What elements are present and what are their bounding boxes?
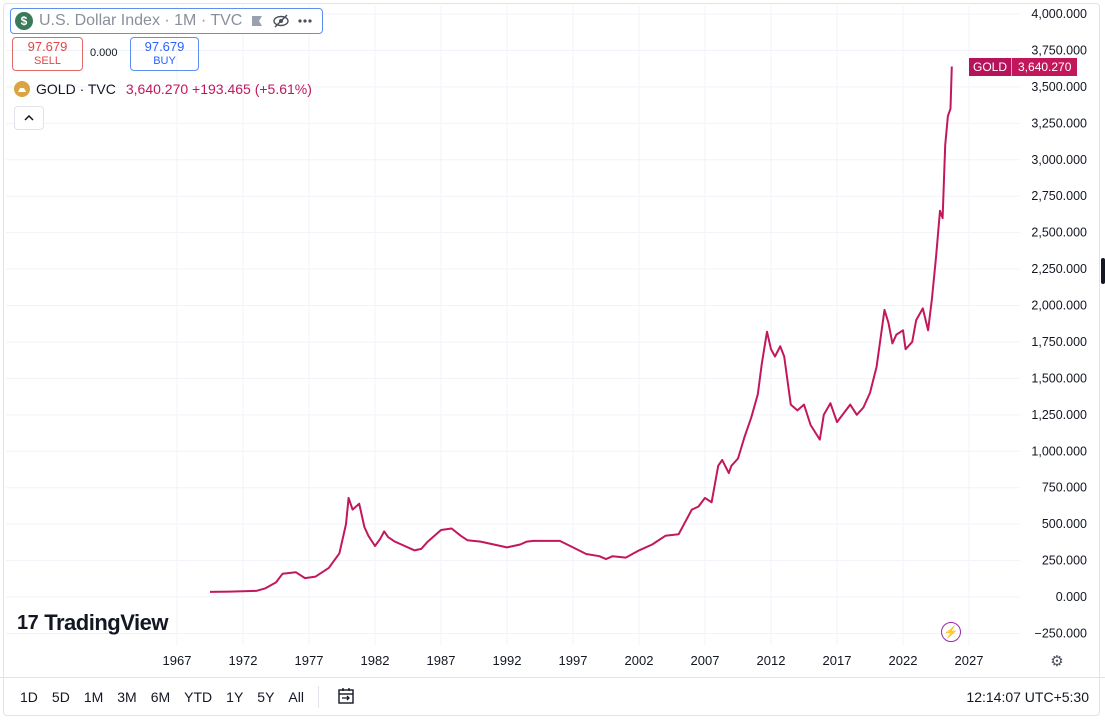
dollar-icon: $ (15, 12, 33, 30)
x-axis-ticks: 1967 1972 1977 1982 1987 1992 1997 2002 2007 2012… (163, 653, 984, 668)
symbol-header[interactable]: $ U.S. Dollar Index · 1M · TVC (10, 8, 324, 34)
range-6m[interactable]: 6M (150, 689, 171, 705)
x-tick-label: 2022 (889, 653, 918, 668)
calendar-range-icon[interactable] (336, 686, 356, 706)
series-legend[interactable]: GOLD · TVC 3,640.270 +193.465 (+5.61%) (14, 81, 312, 97)
range-all[interactable]: All (288, 689, 304, 705)
x-tick-label: 2017 (823, 653, 852, 668)
gear-icon[interactable]: ⚙ (1050, 653, 1064, 670)
timezone-clock[interactable]: 12:14:07 UTC+5:30 (966, 689, 1089, 705)
x-tick-label: 1982 (361, 653, 390, 668)
y-tick-label: 3,750.000 (1031, 43, 1087, 57)
x-tick-label: 2002 (625, 653, 654, 668)
eye-off-icon[interactable] (272, 12, 290, 30)
range-1y[interactable]: 1Y (226, 689, 244, 705)
bottom-toolbar: 1D 5D 1M 3M 6M YTD 1Y 5Y All 12:14:07 UTC+5:30 (0, 677, 1105, 716)
y-tick-label: 750.000 (1042, 481, 1087, 495)
x-tick-label: 1977 (295, 653, 324, 668)
sell-label: SELL (34, 55, 61, 67)
tradingview-wordmark: TradingView (44, 610, 168, 635)
range-3m[interactable]: 3M (117, 689, 137, 705)
gold-price-line (209, 66, 953, 593)
y-tick-label: −250.000 (1035, 626, 1088, 640)
y-tick-label: 1,500.000 (1031, 371, 1087, 385)
toolbar-divider (318, 686, 319, 708)
x-tick-label: 1987 (427, 653, 456, 668)
lightning-icon[interactable]: ⚡ (941, 622, 961, 642)
spread-value: 0.000 (90, 47, 118, 59)
x-tick-label: 2027 (955, 653, 984, 668)
more-icon[interactable] (296, 12, 314, 30)
y-axis-ticks: 4,000.000 3,750.000 3,500.000 3,250.000 3,00… (1031, 7, 1087, 640)
y-tick-label: 4,000.000 (1031, 7, 1087, 21)
range-1d[interactable]: 1D (20, 689, 38, 705)
y-tick-label: 2,000.000 (1031, 299, 1087, 313)
range-5d[interactable]: 5D (51, 689, 70, 705)
y-tick-label: 3,500.000 (1031, 80, 1087, 94)
tradingview-mark-icon: 17 (17, 611, 39, 634)
x-tick-label: 1997 (559, 653, 588, 668)
y-tick-label: 3,000.000 (1031, 153, 1087, 167)
y-tick-label: 0.000 (1056, 590, 1087, 604)
chart-frame (3, 3, 1100, 716)
last-price-tag: GOLD 3,640.270 (969, 58, 1078, 76)
y-tick-label: 1,250.000 (1031, 408, 1087, 422)
x-tick-label: 1972 (229, 653, 258, 668)
price-tag-symbol: GOLD (969, 58, 1012, 76)
range-ytd[interactable]: YTD (184, 689, 213, 705)
gold-icon (14, 81, 30, 97)
sell-price: 97.679 (27, 39, 68, 54)
tradingview-logo[interactable]: 17 TradingView (17, 610, 168, 636)
legend-value: 3,640.270 +193.465 (+5.61%) (125, 81, 312, 97)
y-tick-label: 3,250.000 (1031, 116, 1087, 130)
y-tick-label: 1,000.000 (1031, 444, 1087, 458)
y-tick-label: 250.000 (1042, 554, 1087, 568)
x-tick-label: 2012 (757, 653, 786, 668)
range-selector: 1D 5D 1M 3M 6M YTD 1Y 5Y All (20, 689, 304, 705)
buy-label: BUY (153, 55, 176, 67)
sell-button[interactable]: 97.679 SELL (12, 37, 83, 71)
symbol-title[interactable]: U.S. Dollar Index · 1M · TVC (39, 12, 243, 29)
collapse-legend-button[interactable] (14, 106, 44, 130)
range-1m[interactable]: 1M (83, 689, 104, 705)
grid-lines (6, 6, 1020, 645)
x-tick-label: 1967 (163, 653, 192, 668)
range-5y[interactable]: 5Y (257, 689, 275, 705)
y-tick-label: 2,500.000 (1031, 226, 1087, 240)
y-tick-label: 500.000 (1042, 517, 1087, 531)
x-tick-label: 2007 (691, 653, 720, 668)
y-tick-label: 2,250.000 (1031, 262, 1087, 276)
legend-symbol: GOLD · TVC (36, 81, 116, 97)
y-tick-label: 1,750.000 (1031, 335, 1087, 349)
y-tick-label: 2,750.000 (1031, 189, 1087, 203)
x-tick-label: 1992 (493, 653, 522, 668)
buy-price: 97.679 (144, 39, 185, 54)
buy-button[interactable]: 97.679 BUY (130, 37, 199, 71)
price-tag-value: 3,640.270 (1011, 58, 1078, 76)
chevron-up-icon (24, 115, 34, 121)
scroll-handle[interactable] (1101, 258, 1105, 284)
flag-icon[interactable] (248, 12, 266, 30)
